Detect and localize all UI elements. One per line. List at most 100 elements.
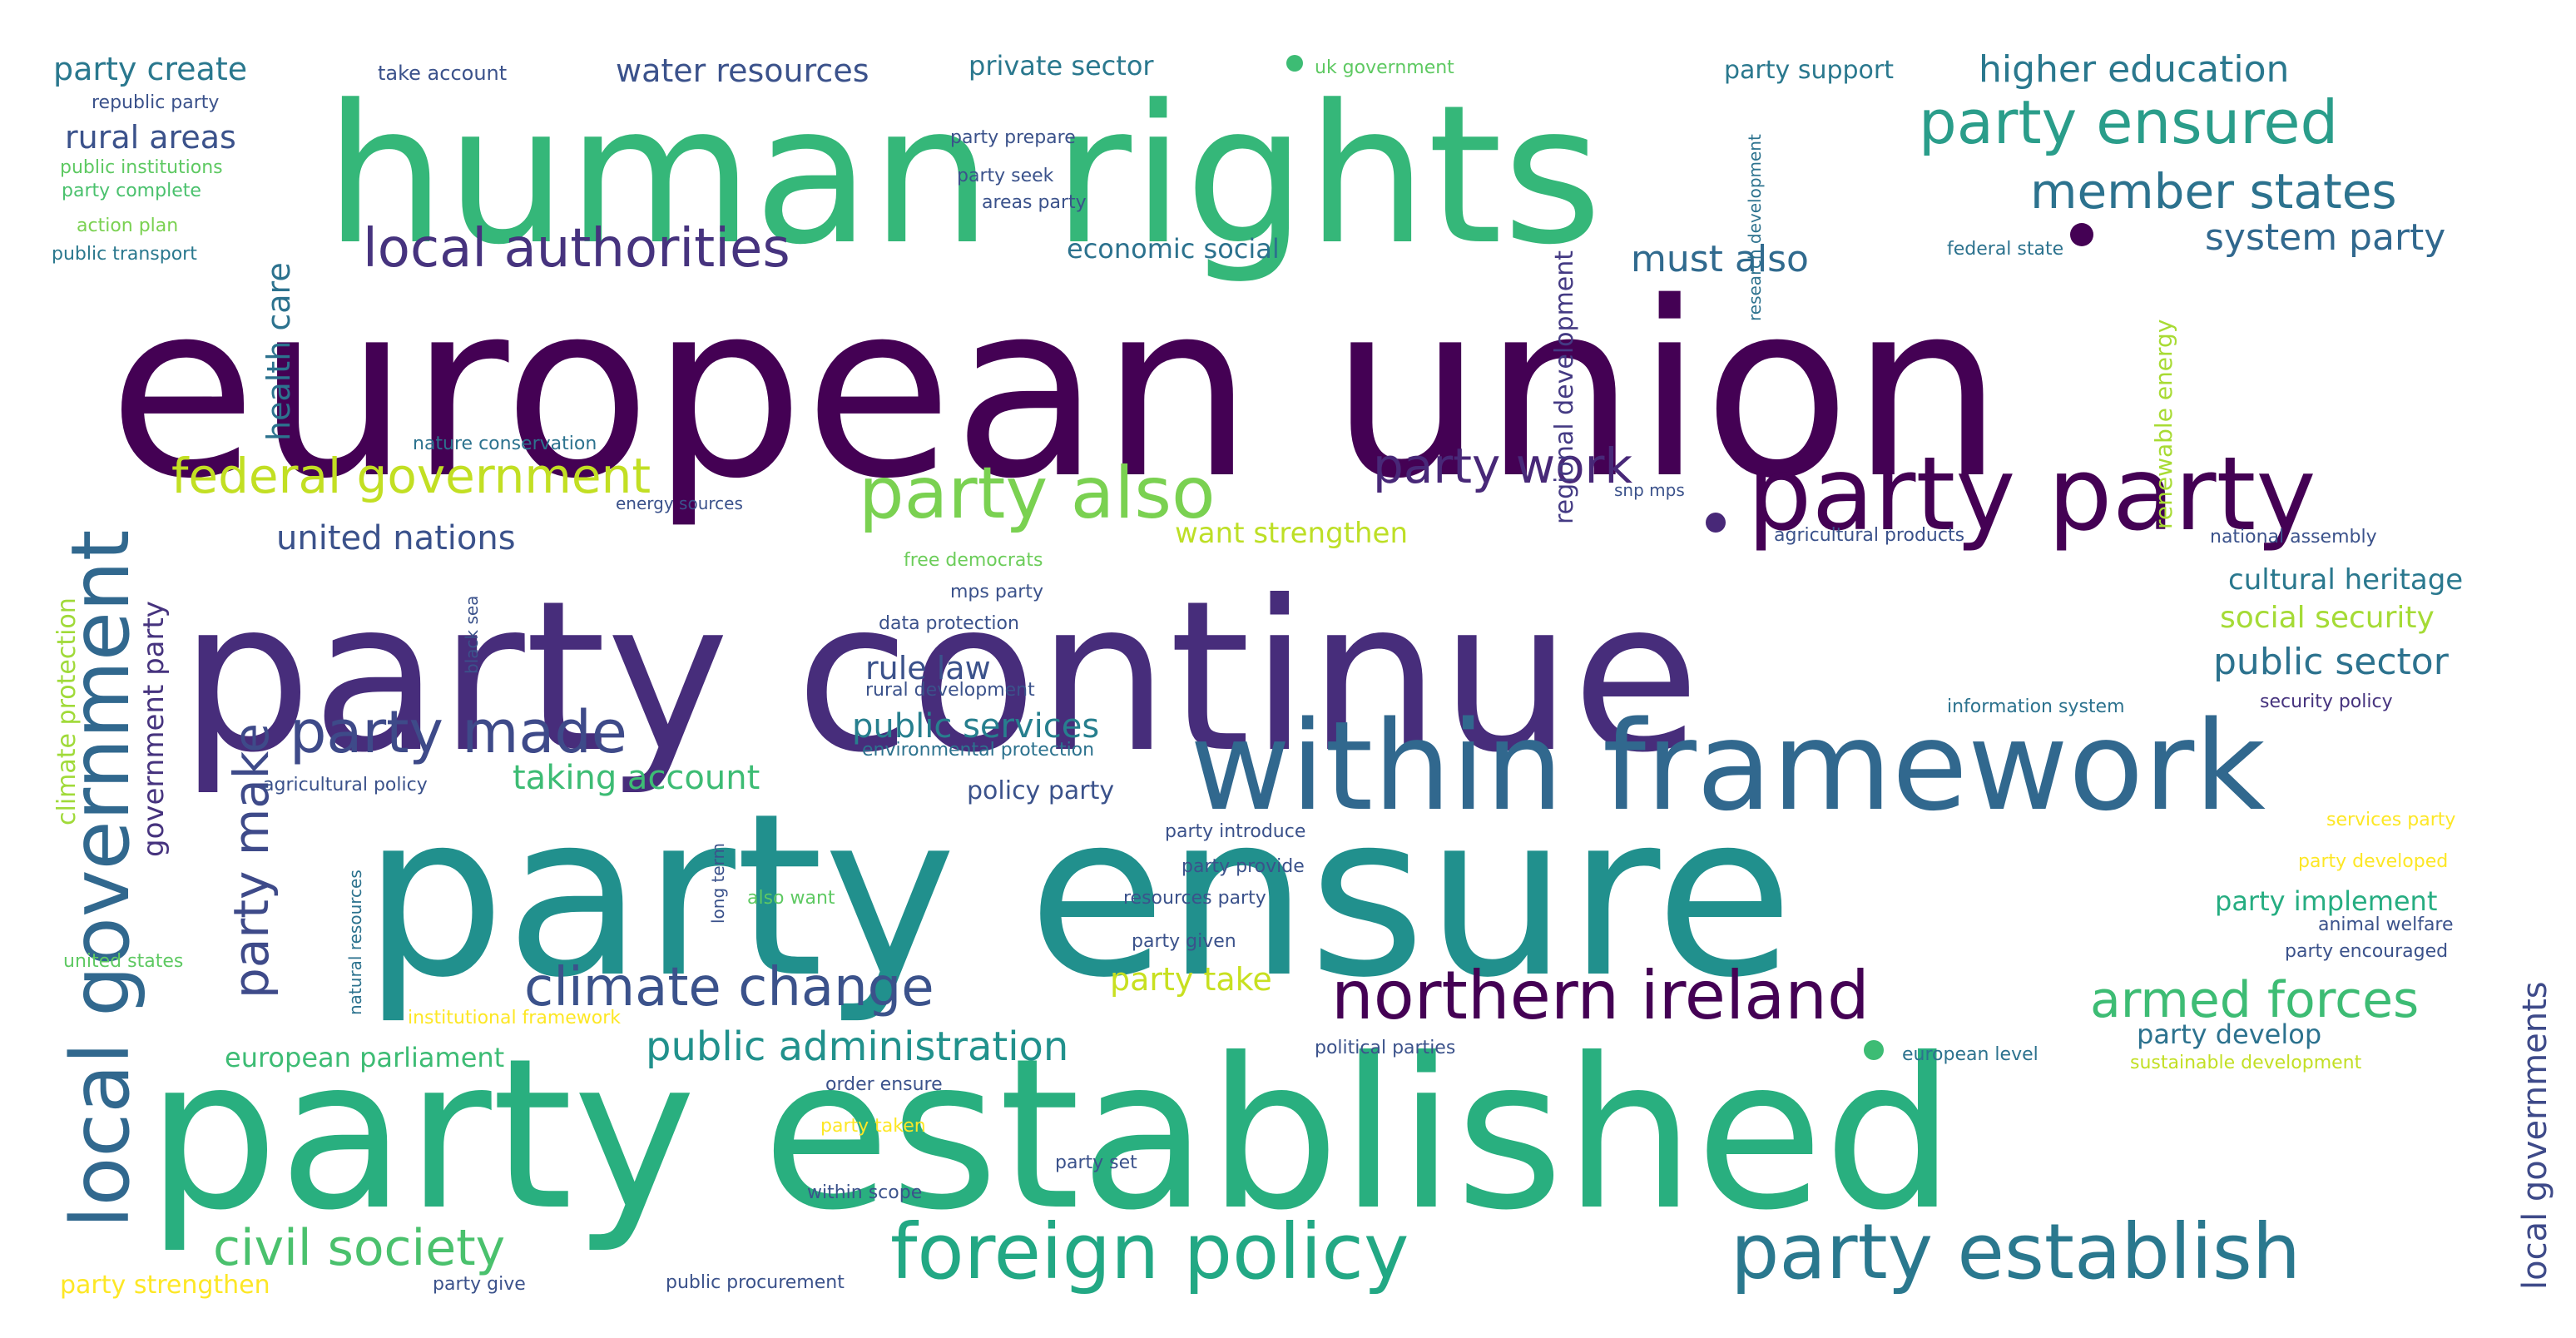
cloud-word: party developed (2298, 851, 2448, 872)
cloud-word: agricultural products (1774, 525, 1964, 546)
cloud-word: local governments (2516, 981, 2554, 1290)
cloud-word: mps party (950, 582, 1043, 602)
cloud-word: national assembly (2210, 527, 2377, 548)
cloud-word: energy sources (616, 493, 743, 513)
cloud-word: party continue (180, 556, 1700, 798)
cloud-word: health care (260, 262, 297, 441)
cloud-word: united nations (276, 519, 516, 558)
cloud-word: want strengthen (1175, 517, 1408, 550)
cloud-word: party make (223, 723, 280, 999)
cloud-word: local government (54, 530, 147, 1228)
cloud-word: party complete (62, 181, 201, 201)
cloud-word: within scope (807, 1182, 922, 1203)
cloud-word: public institutions (60, 157, 223, 178)
cloud-word: animal welfare (2318, 914, 2454, 935)
cloud-word: party also (859, 452, 1216, 535)
cloud-word: long term (708, 843, 728, 924)
cloud-word: public administration (646, 1023, 1068, 1070)
cloud-word: local authorities (363, 218, 790, 280)
cloud-word: system party (2205, 216, 2445, 259)
cloud-word: social security (2220, 601, 2435, 635)
cloud-word: party provide (1181, 856, 1305, 877)
cloud-word: order ensure (825, 1074, 943, 1095)
cloud-word: party given (1132, 931, 1236, 952)
cloud-word: rule law (865, 650, 991, 686)
cloud-word: party strengthen (60, 1271, 270, 1300)
cloud-word: party ensure (363, 765, 1794, 1027)
cloud-word: party develop (2137, 1018, 2321, 1050)
cloud-word: armed forces (2090, 971, 2419, 1029)
cloud-word: party establish (1731, 1207, 2301, 1296)
cloud-word: nature conservation (413, 434, 597, 454)
cloud-word: regional development (1550, 250, 1579, 524)
cloud-word: civil society (213, 1219, 505, 1277)
cloud-word: party made (290, 698, 627, 766)
cloud-word: resources party (1123, 888, 1266, 909)
cloud-word: water resources (616, 52, 869, 89)
cloud-word: government party (137, 601, 171, 857)
cloud-word: party support (1724, 56, 1894, 85)
cloud-word: services party (2326, 810, 2455, 830)
cloud-word: security policy (2260, 691, 2393, 712)
cloud-word: areas party (982, 192, 1087, 213)
cloud-word: member states (2030, 163, 2397, 220)
cloud-word: free democrats (904, 550, 1043, 571)
cloud-word: human rights (324, 65, 1603, 287)
cloud-word: party ensured (1919, 87, 2338, 157)
cloud-word: snp mps (1614, 480, 1685, 500)
cloud-word: information system (1947, 696, 2125, 717)
cloud-word: data protection (879, 613, 1019, 634)
cloud-word: take account (378, 62, 507, 85)
cloud-word: natural resources (345, 870, 365, 1015)
cloud-word: republic party (92, 92, 219, 113)
dot-mark (2070, 223, 2093, 246)
cloud-word: rural areas (65, 119, 236, 156)
cloud-word: climate protection (52, 597, 82, 825)
cloud-word: private sector (968, 50, 1154, 82)
cloud-word: public transport (52, 244, 197, 265)
cloud-word: sustainable development (2130, 1053, 2362, 1073)
cloud-word: research development (1745, 134, 1765, 321)
cloud-word: economic social (1067, 233, 1280, 265)
cloud-word: northern ireland (1331, 957, 1870, 1034)
dot-mark (1706, 513, 1726, 533)
cloud-word: party work (1373, 438, 1632, 494)
cloud-word: party introduce (1165, 821, 1305, 842)
cloud-word: party give (433, 1274, 526, 1295)
cloud-word: party taken (820, 1116, 926, 1137)
cloud-word: party encouraged (2285, 941, 2448, 962)
cloud-word: public services (852, 707, 1099, 746)
cloud-word: action plan (77, 216, 178, 236)
cloud-word: party seek (957, 166, 1054, 186)
cloud-word: taking account (513, 759, 760, 797)
cloud-word: european level (1902, 1044, 2039, 1065)
cloud-word: party prepare (950, 127, 1076, 148)
cloud-word: foreign policy (890, 1207, 1409, 1296)
cloud-word: party party (1747, 435, 2316, 553)
cloud-word: higher education (1979, 48, 2289, 91)
cloud-word: political parties (1315, 1038, 1455, 1058)
dot-mark (1286, 55, 1303, 72)
cloud-word: institutional framework (408, 1008, 621, 1028)
cloud-word: must also (1631, 238, 1809, 280)
cloud-word: climate change (524, 957, 934, 1018)
cloud-word: party take (1110, 961, 1272, 998)
cloud-word: cultural heritage (2228, 563, 2463, 597)
cloud-word: rural development (865, 680, 1035, 701)
cloud-word: european parliament (225, 1042, 504, 1073)
cloud-word: renewable energy (2150, 320, 2177, 529)
dot-mark (1864, 1040, 1884, 1060)
cloud-word: party create (53, 51, 247, 87)
cloud-word: party implement (2215, 885, 2437, 917)
cloud-word: uk government (1315, 57, 1454, 78)
cloud-word: federal state (1947, 239, 2063, 260)
cloud-word: agricultural policy (263, 775, 428, 795)
cloud-word: also want (747, 888, 835, 909)
cloud-word: within framework (1190, 695, 2266, 838)
cloud-word: party established (146, 1013, 1955, 1256)
cloud-word: public sector (2213, 641, 2450, 683)
cloud-word: public procurement (666, 1272, 845, 1293)
cloud-word: black sea (462, 596, 482, 674)
